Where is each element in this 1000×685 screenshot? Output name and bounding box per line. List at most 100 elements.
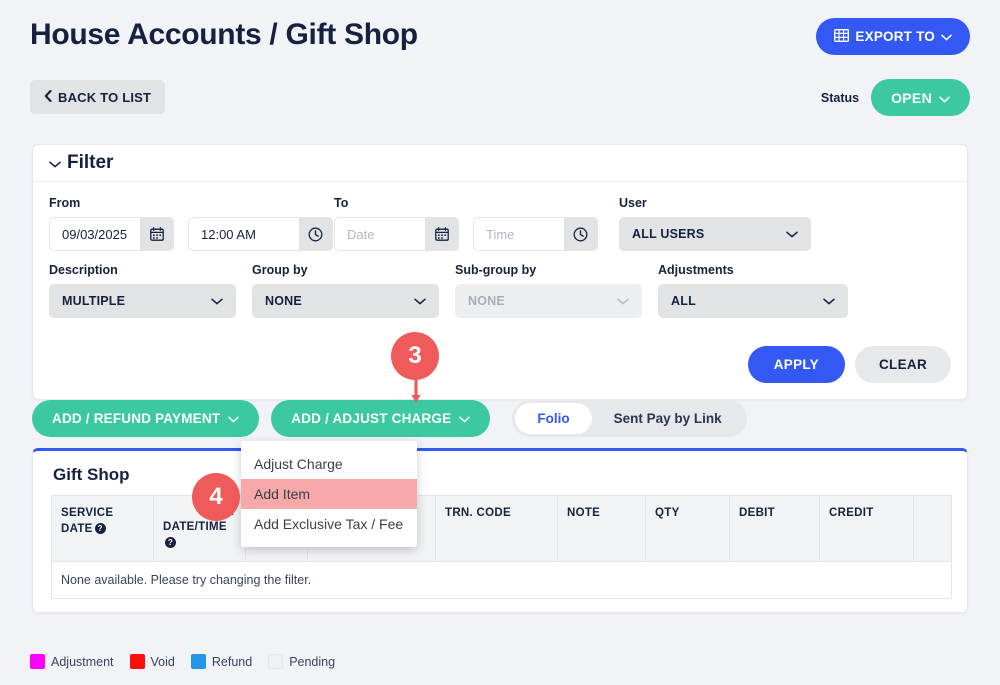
calendar-icon[interactable] [140, 217, 174, 251]
legend-swatch-void [129, 654, 145, 669]
legend-item-void: Void [129, 654, 175, 669]
group-by-label: Group by [252, 263, 308, 277]
folio-title: Gift Shop [53, 465, 130, 484]
from-time-value: 12:00 AM [188, 217, 299, 251]
grid-icon [834, 28, 850, 45]
legend-swatch-pending [268, 654, 284, 669]
col-service-date[interactable]: SERVICE DATE? [51, 494, 154, 563]
clock-icon[interactable] [564, 217, 598, 251]
chevron-down-icon [823, 294, 835, 308]
clear-button[interactable]: CLEAR [855, 346, 951, 383]
adjustments-value: ALL [671, 294, 696, 308]
folio-table: SERVICE DATE? DATE/TIME? USER DESCRIPTIO… [51, 494, 952, 600]
to-time-placeholder: Time [473, 217, 564, 251]
add-refund-payment-button[interactable]: ADD / REFUND PAYMENT [32, 400, 260, 437]
group-by-group: Group by NONE [252, 263, 455, 318]
adjustments-select[interactable]: ALL [658, 284, 848, 318]
add-adjust-charge-button[interactable]: ADD / ADJUST CHARGE [271, 400, 491, 437]
col-qty-label: QTY [655, 507, 680, 519]
add-adjust-charge-label: ADD / ADJUST CHARGE [291, 411, 452, 426]
status-area: Status OPEN [821, 79, 970, 116]
sub-group-by-group: Sub-group by NONE [455, 263, 658, 318]
col-qty[interactable]: QTY [645, 494, 730, 563]
chevron-down-icon [414, 294, 426, 308]
user-select[interactable]: ALL USERS [619, 217, 811, 251]
legend-swatch-refund [190, 654, 206, 669]
add-refund-payment-label: ADD / REFUND PAYMENT [52, 411, 221, 426]
user-value: ALL USERS [632, 227, 705, 241]
legend-label-pending: Pending [289, 654, 336, 669]
legend-label-refund: Refund [211, 654, 253, 669]
chevron-down-icon [228, 411, 240, 426]
legend-label-adjustment: Adjustment [51, 654, 114, 669]
back-to-list-button[interactable]: BACK TO LIST [30, 80, 166, 114]
chevron-down-icon [941, 29, 952, 44]
col-date-time-label: DATE/TIME [163, 521, 227, 533]
filter-header[interactable]: Filter [33, 145, 967, 182]
col-trn-code[interactable]: TRN. CODE [435, 494, 558, 563]
add-exclusive-tax-fee-menu-item[interactable]: Add Exclusive Tax / Fee [254, 516, 404, 532]
status-open-dropdown[interactable]: OPEN [871, 79, 970, 116]
legend-item-refund: Refund [190, 654, 253, 669]
user-label: User [619, 196, 647, 210]
legend-item-adjustment: Adjustment [30, 654, 114, 669]
chevron-left-icon [44, 89, 52, 105]
filter-row-2: Description MULTIPLE Group by NONE [49, 263, 951, 318]
chevron-down-icon [211, 294, 223, 308]
from-group: From 09/03/2025 12:00 AM [49, 196, 334, 251]
clock-icon[interactable] [299, 217, 333, 251]
help-icon[interactable]: ? [94, 523, 106, 535]
sub-group-by-select: NONE [455, 284, 642, 318]
to-time-input[interactable]: Time [473, 217, 598, 251]
folio-table-header-row: SERVICE DATE? DATE/TIME? USER DESCRIPTIO… [51, 494, 952, 563]
to-date-placeholder: Date [334, 217, 425, 251]
filter-card: Filter From 09/03/2025 12:00 A [32, 144, 968, 400]
sub-group-by-label: Sub-group by [455, 263, 537, 277]
status-legend: Adjustment Void Refund Pending [30, 654, 343, 669]
chevron-down-icon [49, 156, 61, 171]
col-note-label: NOTE [567, 507, 601, 519]
col-service-date-label: SERVICE DATE [61, 507, 114, 535]
folio-table-wrap: SERVICE DATE? DATE/TIME? USER DESCRIPTIO… [33, 494, 967, 600]
tab-folio[interactable]: Folio [515, 403, 592, 434]
from-date-value: 09/03/2025 [49, 217, 140, 251]
group-by-select[interactable]: NONE [252, 284, 439, 318]
legend-item-pending: Pending [268, 654, 335, 669]
col-credit[interactable]: CREDIT [819, 494, 914, 563]
chevron-down-icon [939, 90, 950, 106]
col-debit-label: DEBIT [739, 507, 775, 519]
add-adjust-charge-menu: Adjust Charge Add Item Add Exclusive Tax… [241, 441, 417, 547]
filter-body: From 09/03/2025 12:00 AM [33, 182, 967, 342]
col-actions [913, 494, 952, 563]
group-by-value: NONE [265, 294, 302, 308]
from-time-input[interactable]: 12:00 AM [188, 217, 333, 251]
from-label: From [49, 196, 81, 210]
calendar-icon[interactable] [425, 217, 459, 251]
annotation-badge-4: 4 [192, 473, 240, 521]
col-trn-code-label: TRN. CODE [445, 507, 511, 519]
legend-label-void: Void [150, 654, 175, 669]
export-to-button[interactable]: EXPORT TO [816, 18, 970, 55]
folio-tabs: Folio Sent Pay by Link [512, 400, 747, 437]
status-value: OPEN [891, 89, 932, 106]
tab-sent-pay-by-link[interactable]: Sent Pay by Link [613, 411, 722, 426]
from-date-input[interactable]: 09/03/2025 [49, 217, 174, 251]
description-label: Description [49, 263, 118, 277]
chevron-down-icon [617, 294, 629, 308]
adjust-charge-menu-item[interactable]: Adjust Charge [254, 456, 343, 472]
add-item-menu-item[interactable]: Add Item [241, 479, 417, 509]
col-note[interactable]: NOTE [557, 494, 646, 563]
table-row-empty: None available. Please try changing the … [51, 561, 952, 600]
col-debit[interactable]: DEBIT [729, 494, 820, 563]
action-bar: ADD / REFUND PAYMENT ADD / ADJUST CHARGE… [32, 400, 747, 437]
apply-button[interactable]: APPLY [747, 346, 845, 383]
to-date-input[interactable]: Date [334, 217, 459, 251]
filter-title: Filter [67, 152, 114, 173]
user-group: User ALL USERS [619, 196, 811, 251]
export-to-label: EXPORT TO [855, 29, 935, 44]
col-credit-label: CREDIT [829, 507, 874, 519]
help-icon[interactable]: ? [165, 537, 176, 549]
description-select[interactable]: MULTIPLE [49, 284, 236, 318]
page-title: House Accounts / Gift Shop [30, 18, 418, 51]
